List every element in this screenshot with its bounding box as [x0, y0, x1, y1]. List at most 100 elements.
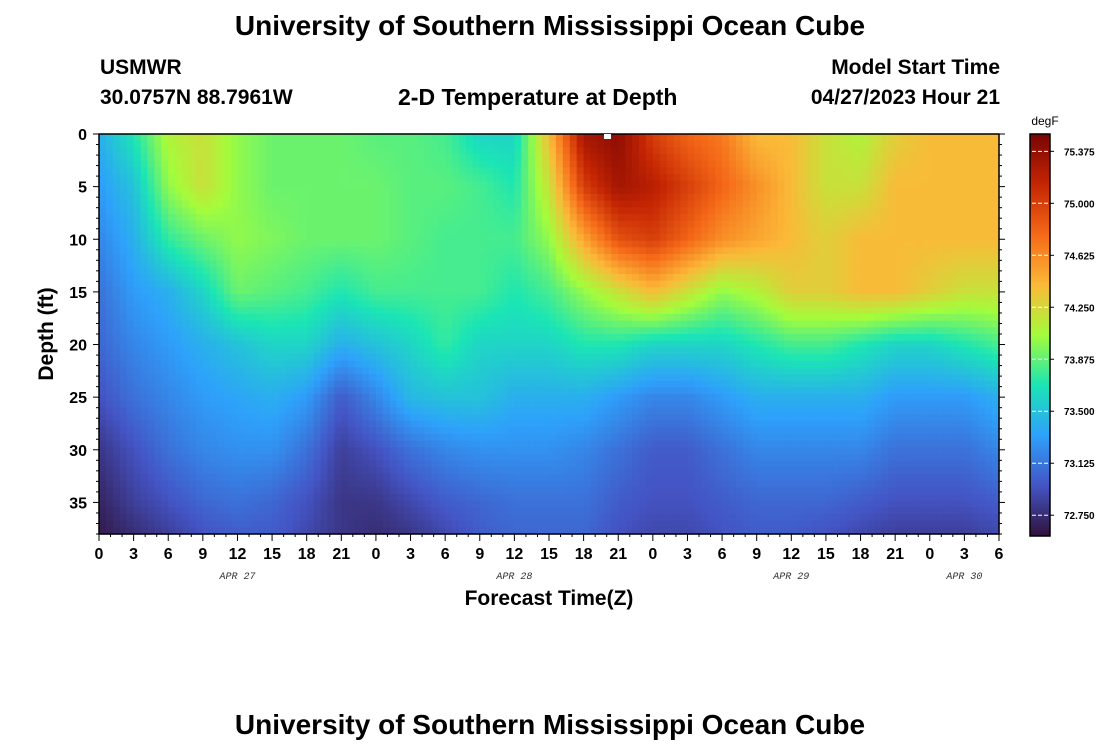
heatmap-cell	[230, 380, 239, 388]
heatmap-cell	[618, 134, 626, 142]
heatmap-cell	[410, 280, 419, 288]
heatmap-cell	[493, 180, 502, 188]
heatmap-cell	[216, 187, 225, 195]
heatmap-cell	[888, 254, 896, 262]
heatmap-cell	[133, 280, 142, 288]
heatmap-cell	[763, 334, 772, 342]
heatmap-cell	[133, 160, 142, 168]
heatmap-cell	[514, 240, 522, 248]
heatmap-cell	[853, 220, 862, 228]
heatmap-cell	[168, 347, 176, 355]
heatmap-cell	[313, 234, 322, 242]
heatmap-cell	[929, 360, 938, 368]
heatmap-cell	[985, 200, 993, 208]
heatmap-cell	[417, 360, 425, 368]
heatmap-cell	[943, 154, 952, 162]
heatmap-cell	[403, 187, 412, 195]
heatmap-cell	[590, 187, 599, 195]
heatmap-cell	[216, 267, 225, 275]
heatmap-cell	[846, 167, 855, 175]
heatmap-cell	[459, 200, 467, 208]
heatmap-cell	[514, 294, 522, 302]
heatmap-cell	[632, 380, 640, 388]
heatmap-cell	[500, 360, 509, 368]
heatmap-cell	[285, 247, 294, 255]
heatmap-cell	[133, 147, 142, 155]
heatmap-cell	[230, 254, 239, 262]
heatmap-cell	[189, 154, 197, 162]
heatmap-cell	[189, 174, 197, 182]
heatmap-cell	[569, 287, 578, 295]
heatmap-cell	[244, 367, 252, 375]
heatmap-cell	[223, 220, 232, 228]
heatmap-cell	[853, 267, 862, 275]
heatmap-cell	[285, 294, 294, 302]
heatmap-cell	[403, 340, 412, 348]
heatmap-cell	[909, 174, 917, 182]
heatmap-cell	[562, 180, 571, 188]
heatmap-cell	[639, 227, 647, 235]
heatmap-cell	[666, 227, 675, 235]
heatmap-cell	[542, 367, 550, 375]
heatmap-cell	[479, 367, 488, 375]
heatmap-cell	[992, 180, 1000, 188]
heatmap-cell	[292, 387, 301, 395]
heatmap-cell	[147, 274, 155, 282]
heatmap-cell	[895, 207, 903, 215]
heatmap-cell	[749, 174, 758, 182]
heatmap-cell	[805, 327, 813, 335]
heatmap-cell	[590, 220, 599, 228]
heatmap-cell	[285, 260, 294, 268]
heatmap-cell	[105, 254, 114, 262]
heatmap-cell	[576, 327, 585, 335]
heatmap-cell	[486, 367, 495, 375]
heatmap-cell	[895, 300, 903, 308]
heatmap-cell	[535, 220, 543, 228]
heatmap-cell	[992, 194, 1000, 202]
heatmap-cell	[812, 240, 820, 248]
heatmap-cell	[99, 360, 107, 368]
heatmap-cell	[486, 274, 495, 282]
heatmap-cell	[583, 374, 592, 382]
heatmap-cell	[279, 200, 287, 208]
heatmap-cell	[992, 280, 1000, 288]
heatmap-cell	[867, 334, 875, 342]
heatmap-cell	[805, 374, 813, 382]
heatmap-cell	[729, 194, 737, 202]
heatmap-cell	[334, 267, 342, 275]
heatmap-cell	[486, 340, 495, 348]
heatmap-cell	[237, 167, 245, 175]
heatmap-cell	[881, 354, 889, 362]
heatmap-cell	[223, 147, 232, 155]
heatmap-cell	[389, 167, 398, 175]
heatmap-cell	[742, 334, 751, 342]
heatmap-cell	[195, 207, 204, 215]
heatmap-cell	[729, 274, 737, 282]
heatmap-cell	[645, 134, 654, 142]
heatmap-cell	[639, 374, 647, 382]
heatmap-cell	[729, 200, 737, 208]
heatmap-cell	[881, 147, 889, 155]
heatmap-cell	[791, 220, 799, 228]
heatmap-cell	[680, 227, 689, 235]
heatmap-cell	[279, 220, 287, 228]
heatmap-cell	[126, 280, 135, 288]
heatmap-cell	[465, 274, 474, 282]
heatmap-cell	[154, 280, 162, 288]
heatmap-cell	[680, 320, 689, 328]
heatmap-cell	[382, 334, 391, 342]
page-title: University of Southern Mississippi Ocean…	[234, 10, 866, 41]
heatmap-cell	[313, 287, 322, 295]
heatmap-cell	[348, 200, 356, 208]
heatmap-cell	[244, 167, 252, 175]
heatmap-cell	[459, 207, 467, 215]
heatmap-cell	[673, 234, 682, 242]
heatmap-cell	[735, 234, 744, 242]
heatmap-cell	[459, 220, 467, 228]
heatmap-cell	[860, 354, 869, 362]
heatmap-cell	[611, 327, 619, 335]
heatmap-cell	[465, 314, 474, 322]
heatmap-cell	[528, 354, 536, 362]
heatmap-cell	[285, 320, 294, 328]
heatmap-cell	[472, 207, 481, 215]
